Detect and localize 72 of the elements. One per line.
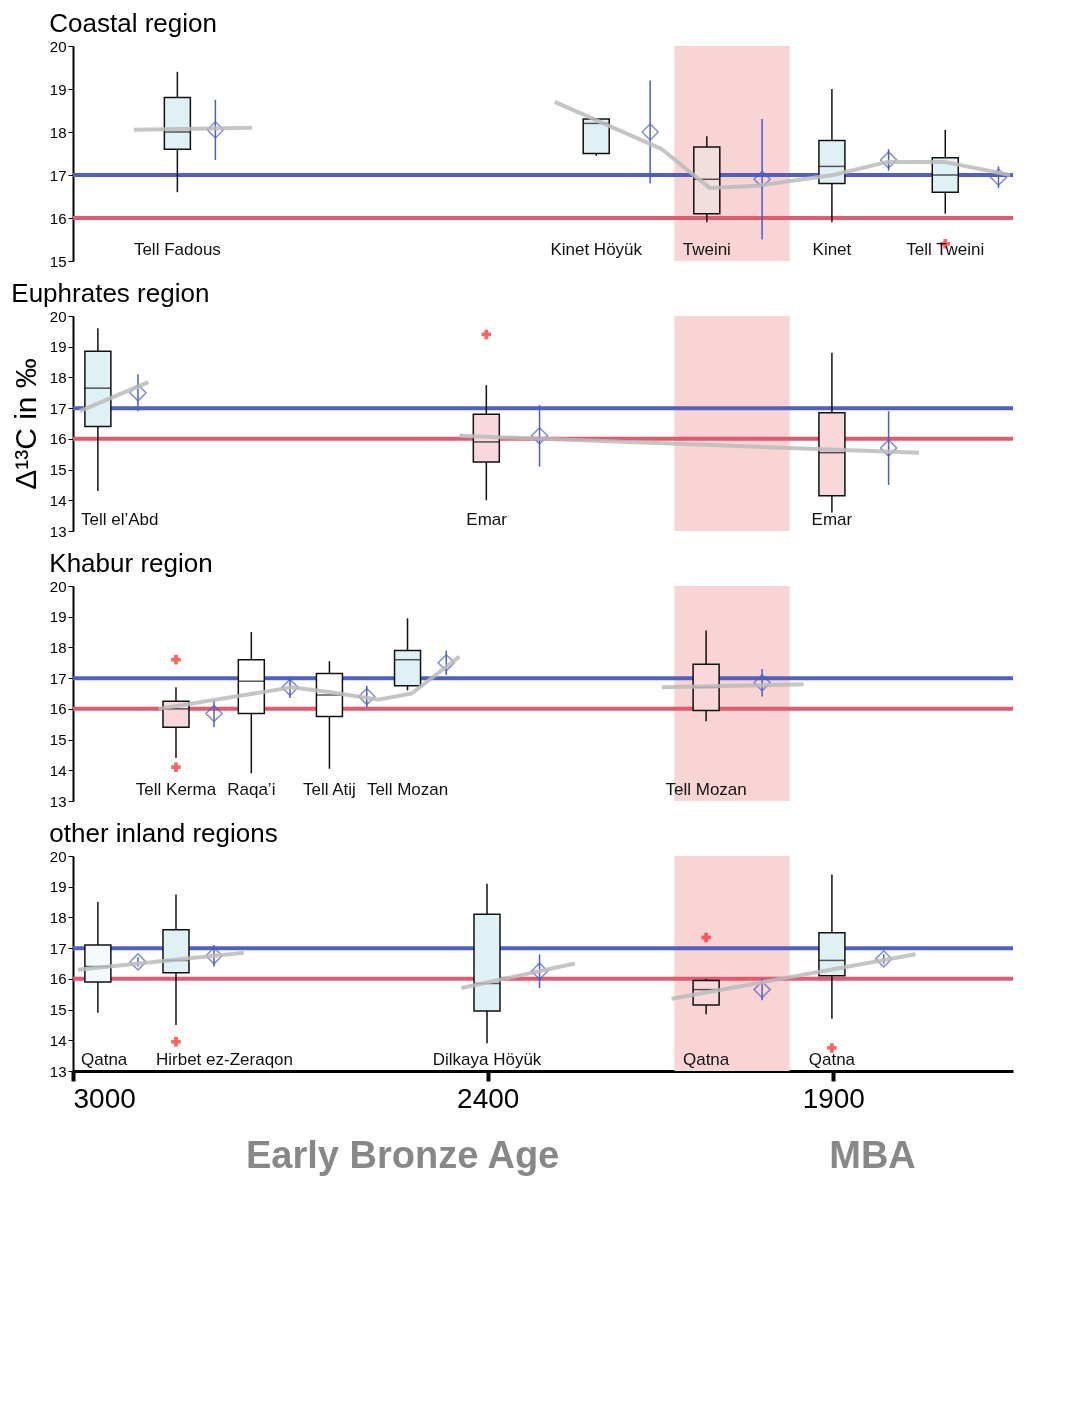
- annotation: Hirbet ez-Zeraqon: [155, 1050, 293, 1069]
- y-tick-label: 19: [49, 338, 67, 356]
- point: [357, 687, 376, 706]
- y-tick-label: 16: [49, 430, 67, 448]
- y-tick-label: 18: [49, 123, 67, 141]
- annotation: Dilkaya Höyük: [432, 1050, 542, 1069]
- y-tick-label: 13: [49, 522, 67, 540]
- annotation: Tell Mozan: [366, 780, 449, 799]
- y-tick-label: 17: [49, 669, 67, 687]
- y-tick-label: 18: [49, 908, 67, 926]
- y-tick-label: 13: [49, 1062, 67, 1080]
- y-axis-title: Δ¹³C in ‰: [8, 358, 42, 490]
- point: [879, 151, 898, 169]
- text: MBA: [829, 1134, 916, 1177]
- y-tick-label: 19: [49, 608, 67, 626]
- y-tick-label: 15: [49, 731, 67, 749]
- y-tick-label: 18: [49, 638, 67, 656]
- y-tick-label: 19: [49, 80, 67, 98]
- y-tick-label: 16: [49, 700, 67, 718]
- annotation: Qatna: [808, 1050, 856, 1069]
- y-tick-label: 18: [49, 368, 67, 386]
- annotation: Raqa’i: [227, 780, 276, 799]
- y-tick-label: 17: [49, 166, 67, 184]
- x-tick-label: 3000: [73, 1082, 136, 1114]
- annotation: Tell Mozan: [665, 780, 747, 799]
- x-tick-label: 1900: [802, 1082, 865, 1114]
- annotation: Tell Atij: [302, 780, 356, 799]
- point: [437, 653, 456, 672]
- point: [989, 168, 1008, 186]
- point: [641, 123, 659, 141]
- annotation: Tweini: [682, 240, 731, 259]
- y-tick-label: 15: [49, 1001, 67, 1019]
- point: [753, 673, 771, 692]
- y-tick-label: 14: [49, 491, 67, 509]
- chart-title: Coastal region: [49, 8, 217, 38]
- y-tick-label: 14: [49, 761, 67, 779]
- line-series: [156, 654, 462, 711]
- annotation: Kinet: [812, 240, 852, 259]
- annotation: Tell Fadous: [133, 240, 221, 259]
- point: [879, 439, 898, 457]
- annotation: Kinet Höyük: [550, 240, 643, 259]
- point: [530, 426, 549, 445]
- annotation: Tell Kerma: [135, 780, 217, 799]
- chart-title: Euphrates region: [11, 278, 210, 308]
- y-tick-label: 20: [49, 577, 67, 595]
- annotation: Qatna: [682, 1050, 730, 1069]
- y-tick-label: 15: [49, 461, 67, 479]
- annotation: Tell el’Abd: [81, 510, 159, 529]
- y-tick-label: 17: [49, 939, 67, 957]
- x-tick-label: 2400: [457, 1082, 520, 1114]
- line-series: [552, 99, 1013, 190]
- y-tick-label: 20: [49, 847, 67, 865]
- y-tick-label: 15: [49, 252, 67, 270]
- chart-title: Khabur region: [49, 548, 213, 578]
- y-tick-label: 20: [49, 307, 67, 325]
- annotation: Qatna: [81, 1050, 128, 1069]
- annotation: Emar: [811, 510, 853, 529]
- chart-title: other inland regions: [49, 818, 278, 848]
- y-tick-label: 16: [49, 209, 67, 227]
- point: [206, 121, 225, 139]
- y-tick-label: 20: [49, 37, 67, 55]
- annotation: Tell Tweini: [906, 240, 985, 259]
- y-tick-label: 14: [49, 1031, 67, 1049]
- y-tick-label: 16: [49, 970, 67, 988]
- y-tick-label: 13: [49, 792, 67, 810]
- text: Early Bronze Age: [246, 1134, 560, 1177]
- y-tick-label: 19: [49, 878, 67, 896]
- annotation: Emar: [466, 510, 508, 529]
- point: [753, 170, 771, 189]
- point: [205, 704, 223, 723]
- point: [281, 678, 299, 697]
- y-tick-label: 17: [49, 399, 67, 417]
